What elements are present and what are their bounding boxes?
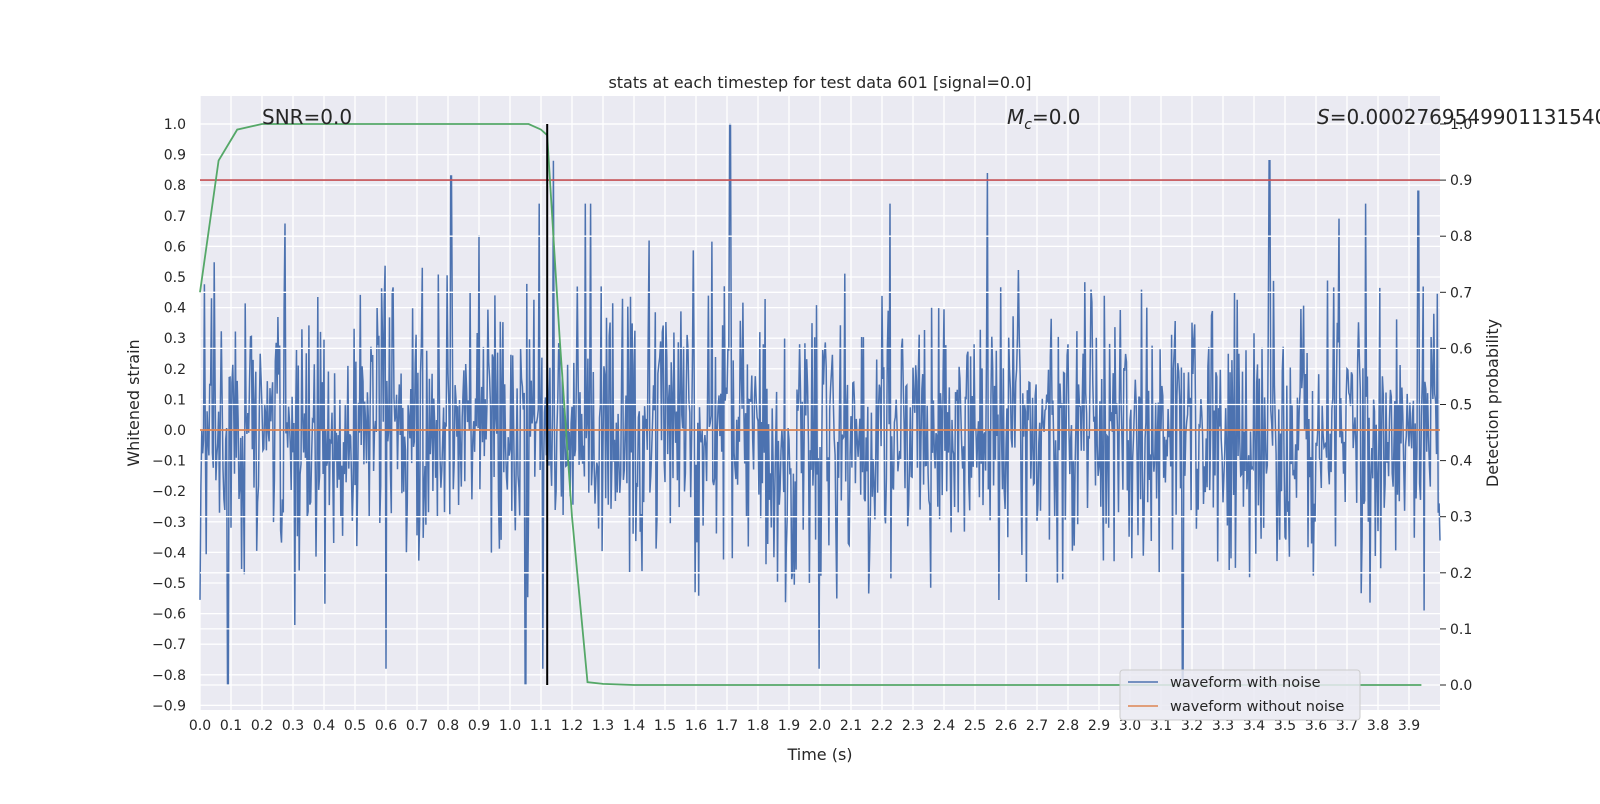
- x-tick-label: 1.0: [499, 718, 521, 734]
- x-tick-label: 2.2: [871, 718, 893, 734]
- y-left-tick-label: 0.7: [164, 209, 186, 225]
- y-right-tick-label: 1.0: [1450, 117, 1472, 133]
- mc-value: =0.0: [1032, 105, 1081, 129]
- x-tick-label: 0.5: [344, 718, 366, 734]
- x-tick-label: 0.6: [375, 718, 397, 734]
- y-left-tick-label: 0.9: [164, 148, 186, 164]
- x-tick-label: 2.7: [1026, 718, 1048, 734]
- legend-label-noise: waveform with noise: [1170, 675, 1321, 691]
- s-value: =0.00027695499011315405: [1330, 105, 1600, 129]
- y-left-tick-label: 0.0: [164, 423, 186, 439]
- x-tick-label: 2.8: [1057, 718, 1079, 734]
- x-tick-label: 3.5: [1274, 718, 1296, 734]
- x-tick-label: 1.9: [778, 718, 800, 734]
- y-right-tick-label: 0.1: [1450, 622, 1472, 638]
- y-left-tick-label: −0.4: [152, 545, 186, 561]
- y-right-tick-label: 0.8: [1450, 229, 1472, 245]
- x-tick-label: 2.6: [995, 718, 1017, 734]
- x-tick-label: 0.0: [189, 718, 211, 734]
- x-tick-label: 3.4: [1243, 718, 1265, 734]
- x-tick-label: 3.7: [1336, 718, 1358, 734]
- y-left-tick-label: 1.0: [164, 117, 186, 133]
- y-left-tick-label: −0.5: [152, 576, 186, 592]
- x-tick-label: 3.1: [1150, 718, 1172, 734]
- x-tick-label: 1.3: [592, 718, 614, 734]
- y-left-tick-label: 0.3: [164, 331, 186, 347]
- y-left-tick-label: 0.4: [164, 301, 186, 317]
- y-left-axis-title: Whitened strain: [124, 339, 143, 466]
- x-tick-label: 3.3: [1212, 718, 1234, 734]
- y-right-axis-title: Detection probability: [1483, 319, 1502, 487]
- y-right-tick-label: 0.2: [1450, 566, 1472, 582]
- x-tick-label: 1.1: [530, 718, 552, 734]
- y-left-tick-label: 0.5: [164, 270, 186, 286]
- mc-symbol: M: [1007, 105, 1024, 129]
- x-tick-label: 1.4: [623, 718, 645, 734]
- x-tick-label: 1.7: [716, 718, 738, 734]
- y-left-tick-label: 0.8: [164, 178, 186, 194]
- y-right-tick-label: 0.6: [1450, 341, 1472, 357]
- y-left-tick-label: −0.1: [152, 454, 186, 470]
- x-tick-label: 1.6: [685, 718, 707, 734]
- y-right-tick-label: 0.9: [1450, 173, 1472, 189]
- y-left-ticks: 1.0 0.9 0.8 0.7 0.6 0.5 0.4 0.3 0.2 0.1 0.0 −0.1 −0.…: [152, 117, 186, 714]
- x-tick-label: 3.0: [1119, 718, 1141, 734]
- y-right-tick-label: 0.5: [1450, 398, 1472, 414]
- x-tick-label: 3.6: [1305, 718, 1327, 734]
- x-tick-label: 1.8: [747, 718, 769, 734]
- s-annotation: S=0.00027695499011315405: [1317, 105, 1600, 129]
- x-tick-label: 0.8: [437, 718, 459, 734]
- legend-box: [1119, 669, 1361, 721]
- noise-series: [199, 123, 1441, 685]
- x-tick-label: 1.2: [561, 718, 583, 734]
- snr-annotation: SNR=0.0: [262, 105, 352, 129]
- x-ticks: 0.0 0.1 0.2 0.3 0.4 0.5 0.6 0.7 0.8 0.9 1.0 1.1 1.2 1…: [189, 718, 1420, 734]
- x-tick-label: 2.3: [902, 718, 924, 734]
- y-left-tick-label: −0.3: [152, 515, 186, 531]
- y-left-tick-label: 0.6: [164, 239, 186, 255]
- x-tick-label: 0.2: [251, 718, 273, 734]
- x-tick-label: 2.4: [933, 718, 955, 734]
- legend: waveform with noise waveform without noi…: [1119, 669, 1361, 721]
- x-tick-label: 0.7: [406, 718, 428, 734]
- x-tick-label: 3.2: [1181, 718, 1203, 734]
- x-tick-label: 0.3: [282, 718, 304, 734]
- x-tick-label: 3.8: [1367, 718, 1389, 734]
- mc-subscript: c: [1024, 117, 1032, 133]
- x-tick-label: 3.9: [1398, 718, 1420, 734]
- grid-right-axis: [200, 123, 1440, 686]
- y-right-tick-label: 0.7: [1450, 285, 1472, 301]
- s-symbol: S: [1317, 105, 1330, 129]
- mc-annotation: Mc=0.0: [1007, 105, 1081, 133]
- y-left-tick-label: −0.8: [152, 668, 186, 684]
- x-tick-label: 1.5: [654, 718, 676, 734]
- x-tick-label: 2.5: [964, 718, 986, 734]
- noise-waveform-line: [199, 123, 1441, 685]
- y-left-tick-label: −0.7: [152, 637, 186, 653]
- x-tick-label: 0.4: [313, 718, 335, 734]
- y-left-tick-label: −0.6: [152, 607, 186, 623]
- y-left-tick-label: −0.9: [152, 698, 186, 714]
- x-tick-label: 2.0: [809, 718, 831, 734]
- x-tick-label: 0.1: [220, 718, 242, 734]
- x-axis-title: Time (s): [786, 745, 852, 764]
- x-tick-label: 2.1: [840, 718, 862, 734]
- y-left-tick-label: −0.2: [152, 484, 186, 500]
- y-left-tick-label: 0.1: [164, 392, 186, 408]
- x-tick-label: 2.9: [1088, 718, 1110, 734]
- y-left-tick-label: 0.2: [164, 362, 186, 378]
- y-right-tick-label: 0.3: [1450, 510, 1472, 526]
- y-right-tick-label: 0.4: [1450, 454, 1472, 470]
- y-right-ticks: 1.0 0.9 0.8 0.7 0.6 0.5 0.4 0.3 0.2 0.1 0.0: [1440, 117, 1472, 694]
- legend-label-clean: waveform without noise: [1170, 699, 1344, 715]
- chart-title: stats at each timestep for test data 601…: [608, 73, 1031, 92]
- y-right-tick-label: 0.0: [1450, 678, 1472, 694]
- x-tick-label: 0.9: [468, 718, 490, 734]
